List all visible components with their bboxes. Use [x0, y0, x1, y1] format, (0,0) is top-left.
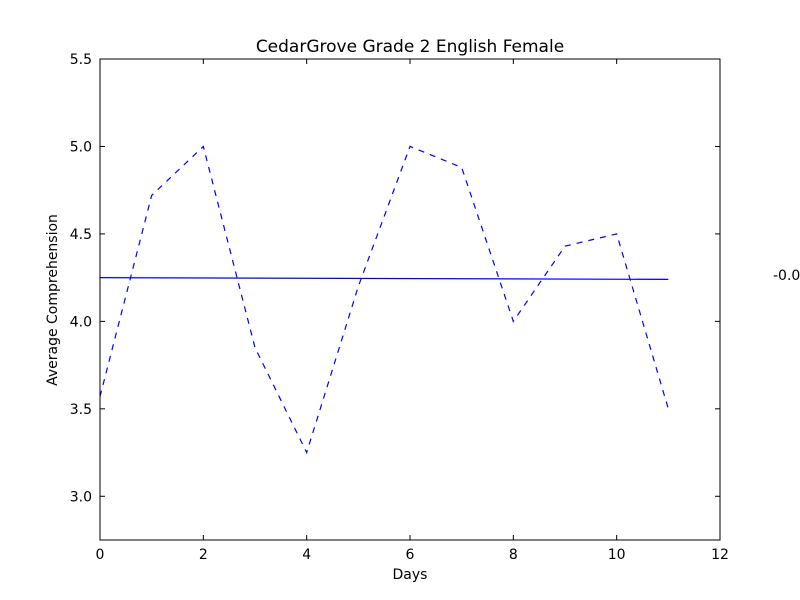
- plot-frame: [99, 58, 721, 541]
- series-line-dashed: [99, 145, 669, 455]
- y-axis-label: Average Comprehension: [45, 214, 61, 386]
- ticks-layer: 0 2 4 6 8 10 12 3.0 3.5 4.0 4.5 5.0 5.5: [70, 52, 729, 563]
- y-tick-label: 5.5: [70, 52, 92, 68]
- series-layer: [99, 145, 669, 455]
- y-tick-label: 3.5: [70, 402, 92, 418]
- x-tick-label: 4: [302, 547, 311, 563]
- slope-annotation: -0.0: [773, 268, 800, 284]
- x-tick-label: 6: [406, 547, 415, 563]
- y-tick-label: 4.0: [70, 314, 92, 330]
- y-tick-label: 3.0: [70, 489, 92, 505]
- x-tick-label: 10: [608, 547, 626, 563]
- x-axis-label: Days: [393, 567, 428, 583]
- x-tick-label: 2: [199, 547, 208, 563]
- series-line-solid: [99, 277, 669, 280]
- x-tick-label: 8: [509, 547, 518, 563]
- y-tick-label: 4.5: [70, 227, 92, 243]
- y-tick-label: 5.0: [70, 139, 92, 155]
- chart-title: CedarGrove Grade 2 English Female: [256, 37, 564, 57]
- x-tick-label: 12: [711, 547, 729, 563]
- x-tick-label: 0: [96, 547, 105, 563]
